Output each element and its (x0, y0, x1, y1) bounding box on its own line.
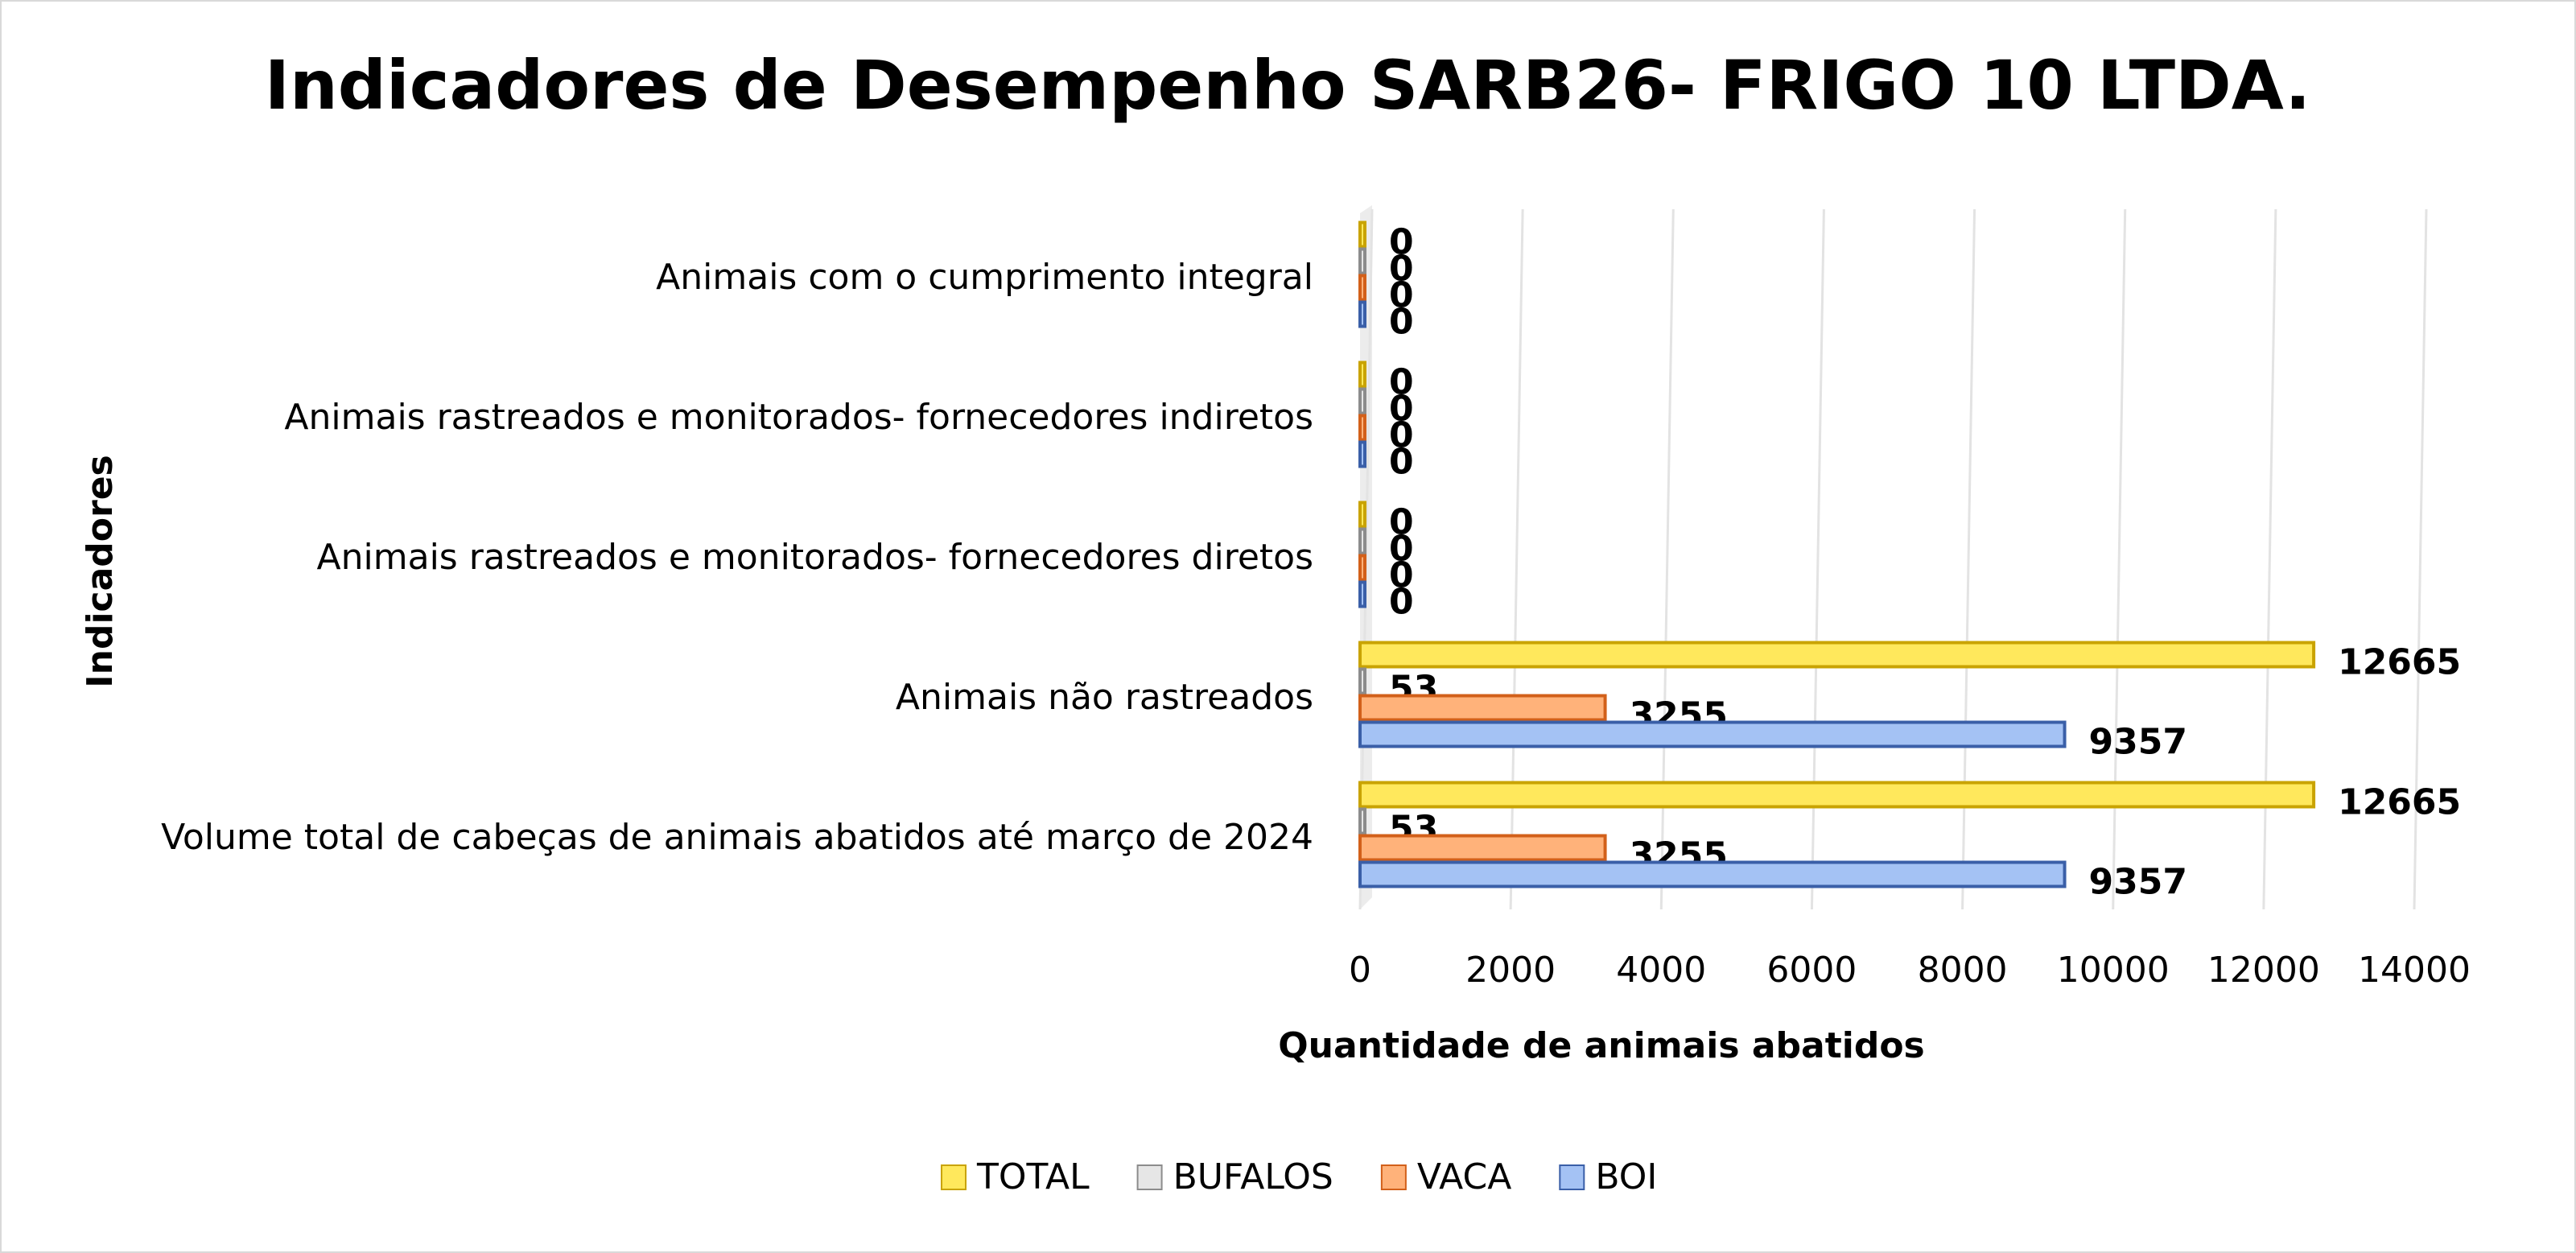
legend-label: VACA (1417, 1156, 1511, 1197)
y-tick-label: Animais não rastreados (896, 677, 1313, 718)
data-label: 12665 (2338, 782, 2461, 823)
data-label: 0 (1389, 415, 1414, 456)
legend-swatch (1380, 1164, 1407, 1190)
legend-label: BOI (1595, 1156, 1657, 1197)
legend-swatch (941, 1164, 967, 1190)
data-label: 0 (1389, 555, 1414, 596)
x-tick-label: 14000 (2358, 950, 2471, 991)
bar (1358, 554, 1366, 582)
bar (1358, 387, 1366, 415)
legend-label: TOTAL (976, 1156, 1090, 1197)
x-tick-label: 4000 (1616, 950, 1706, 991)
bar (1358, 720, 2067, 748)
data-label: 0 (1389, 529, 1414, 570)
x-tick-label: 10000 (2057, 950, 2170, 991)
data-label: 0 (1389, 502, 1414, 543)
y-tick-label: Volume total de cabeças de animais abati… (161, 817, 1313, 858)
legend-swatch (1559, 1164, 1585, 1190)
bar (1358, 221, 1366, 249)
bar (1358, 440, 1366, 468)
legend-swatch (1136, 1164, 1163, 1190)
bar (1358, 300, 1366, 328)
chart-title: Indicadores de Desempenho SARB26- FRIGO … (265, 46, 2311, 125)
data-label: 0 (1389, 302, 1414, 343)
x-tick-label: 2000 (1465, 950, 1556, 991)
data-label: 0 (1389, 389, 1414, 430)
bar (1358, 667, 1366, 695)
data-label: 9357 (2089, 722, 2187, 763)
bar (1358, 580, 1366, 608)
x-tick-label: 0 (1349, 950, 1371, 991)
bar (1358, 247, 1366, 275)
bar (1358, 807, 1366, 835)
y-tick-label: Animais rastreados e monitorados- fornec… (284, 397, 1313, 438)
x-tick-label: 12000 (2207, 950, 2320, 991)
y-axis-label: Indicadores (80, 455, 121, 688)
y-tick-label: Animais rastreados e monitorados- fornec… (317, 537, 1313, 578)
bar (1358, 414, 1366, 442)
x-tick-label: 8000 (1918, 950, 2008, 991)
bar (1358, 501, 1366, 529)
legend-label: BUFALOS (1173, 1156, 1333, 1197)
bar (1358, 860, 2067, 888)
bar (1358, 274, 1366, 302)
data-label: 9357 (2089, 862, 2187, 903)
bar (1358, 834, 1607, 862)
bar (1358, 527, 1366, 555)
data-label: 0 (1389, 442, 1414, 483)
data-label: 0 (1389, 249, 1414, 290)
bar (1358, 361, 1366, 389)
x-tick-label: 6000 (1766, 950, 1857, 991)
x-axis-label: Quantidade de animais abatidos (1278, 1025, 1925, 1066)
data-label: 0 (1389, 362, 1414, 403)
bar (1358, 781, 2316, 809)
data-label: 0 (1389, 275, 1414, 316)
bar (1358, 694, 1607, 722)
bar (1358, 641, 2316, 669)
grid-line (2413, 208, 2428, 910)
y-tick-label: Animais com o cumprimento integral (656, 257, 1313, 298)
data-label: 12665 (2338, 642, 2461, 683)
data-label: 0 (1389, 582, 1414, 623)
data-label: 0 (1389, 222, 1414, 263)
